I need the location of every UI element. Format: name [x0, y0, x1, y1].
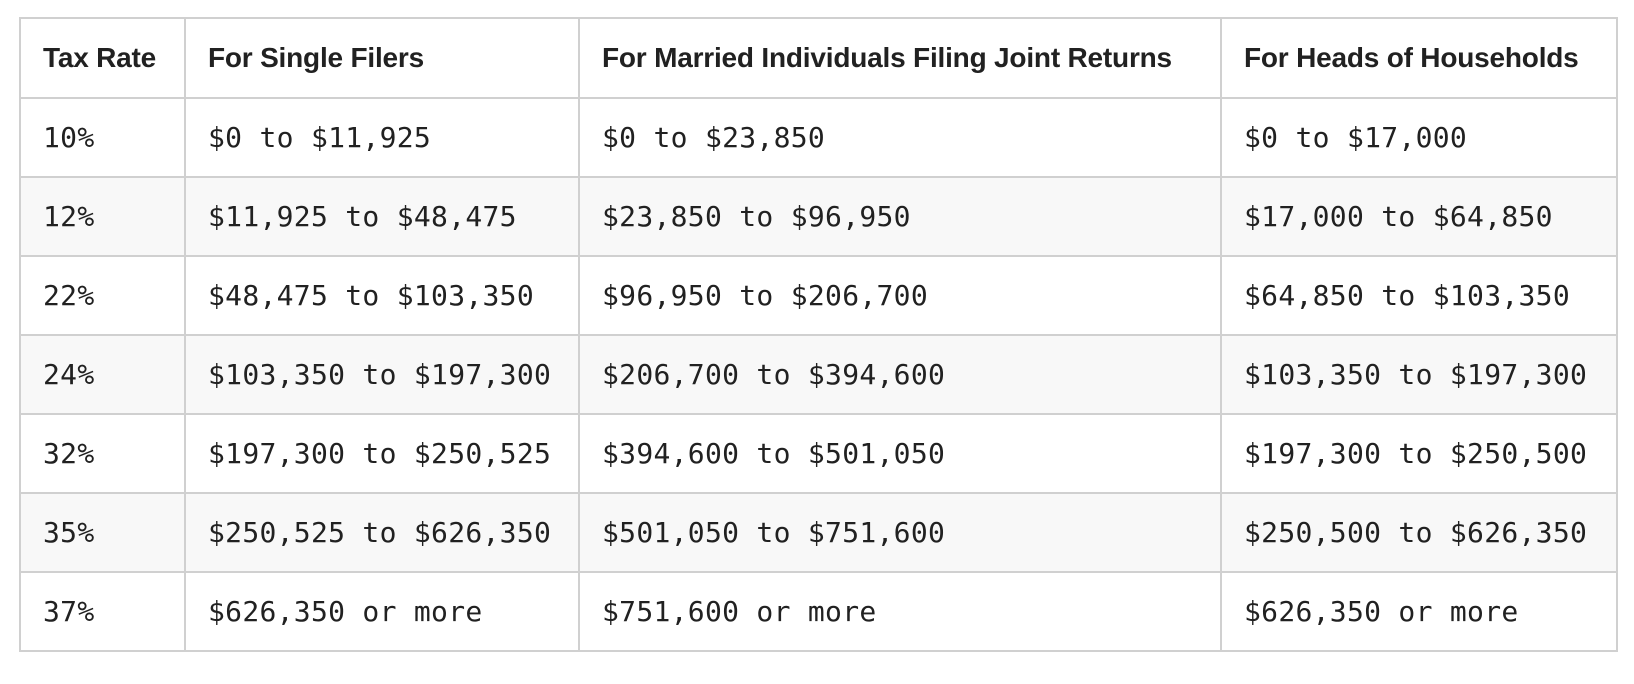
cell-heads-of-households: $17,000 to $64,850: [1220, 176, 1618, 257]
cell-single-filers: $48,475 to $103,350: [184, 255, 580, 336]
cell-married-joint: $206,700 to $394,600: [578, 334, 1222, 415]
table-row: 10% $0 to $11,925 $0 to $23,850 $0 to $1…: [19, 97, 1618, 178]
cell-tax-rate: 22%: [19, 255, 186, 336]
cell-single-filers: $626,350 or more: [184, 571, 580, 652]
table-row: 12% $11,925 to $48,475 $23,850 to $96,95…: [19, 176, 1618, 257]
header-row: Tax Rate For Single Filers For Married I…: [19, 17, 1618, 99]
cell-heads-of-households: $250,500 to $626,350: [1220, 492, 1618, 573]
cell-tax-rate: 10%: [19, 97, 186, 178]
header-heads-of-households: For Heads of Households: [1220, 17, 1618, 99]
cell-single-filers: $197,300 to $250,525: [184, 413, 580, 494]
cell-married-joint: $394,600 to $501,050: [578, 413, 1222, 494]
tax-brackets-table: Tax Rate For Single Filers For Married I…: [19, 17, 1618, 652]
table-body: 10% $0 to $11,925 $0 to $23,850 $0 to $1…: [19, 97, 1618, 652]
cell-tax-rate: 32%: [19, 413, 186, 494]
cell-tax-rate: 12%: [19, 176, 186, 257]
cell-single-filers: $250,525 to $626,350: [184, 492, 580, 573]
cell-single-filers: $103,350 to $197,300: [184, 334, 580, 415]
header-single-filers: For Single Filers: [184, 17, 580, 99]
table-row: 37% $626,350 or more $751,600 or more $6…: [19, 571, 1618, 652]
cell-married-joint: $96,950 to $206,700: [578, 255, 1222, 336]
cell-heads-of-households: $0 to $17,000: [1220, 97, 1618, 178]
header-married-joint: For Married Individuals Filing Joint Ret…: [578, 17, 1222, 99]
table-row: 35% $250,525 to $626,350 $501,050 to $75…: [19, 492, 1618, 573]
table-row: 32% $197,300 to $250,525 $394,600 to $50…: [19, 413, 1618, 494]
table-header: Tax Rate For Single Filers For Married I…: [19, 17, 1618, 99]
cell-heads-of-households: $626,350 or more: [1220, 571, 1618, 652]
cell-married-joint: $751,600 or more: [578, 571, 1222, 652]
cell-tax-rate: 35%: [19, 492, 186, 573]
table-row: 24% $103,350 to $197,300 $206,700 to $39…: [19, 334, 1618, 415]
header-tax-rate: Tax Rate: [19, 17, 186, 99]
cell-heads-of-households: $103,350 to $197,300: [1220, 334, 1618, 415]
cell-tax-rate: 24%: [19, 334, 186, 415]
cell-heads-of-households: $197,300 to $250,500: [1220, 413, 1618, 494]
cell-single-filers: $11,925 to $48,475: [184, 176, 580, 257]
cell-married-joint: $23,850 to $96,950: [578, 176, 1222, 257]
cell-married-joint: $501,050 to $751,600: [578, 492, 1222, 573]
cell-married-joint: $0 to $23,850: [578, 97, 1222, 178]
cell-single-filers: $0 to $11,925: [184, 97, 580, 178]
cell-heads-of-households: $64,850 to $103,350: [1220, 255, 1618, 336]
table-row: 22% $48,475 to $103,350 $96,950 to $206,…: [19, 255, 1618, 336]
cell-tax-rate: 37%: [19, 571, 186, 652]
